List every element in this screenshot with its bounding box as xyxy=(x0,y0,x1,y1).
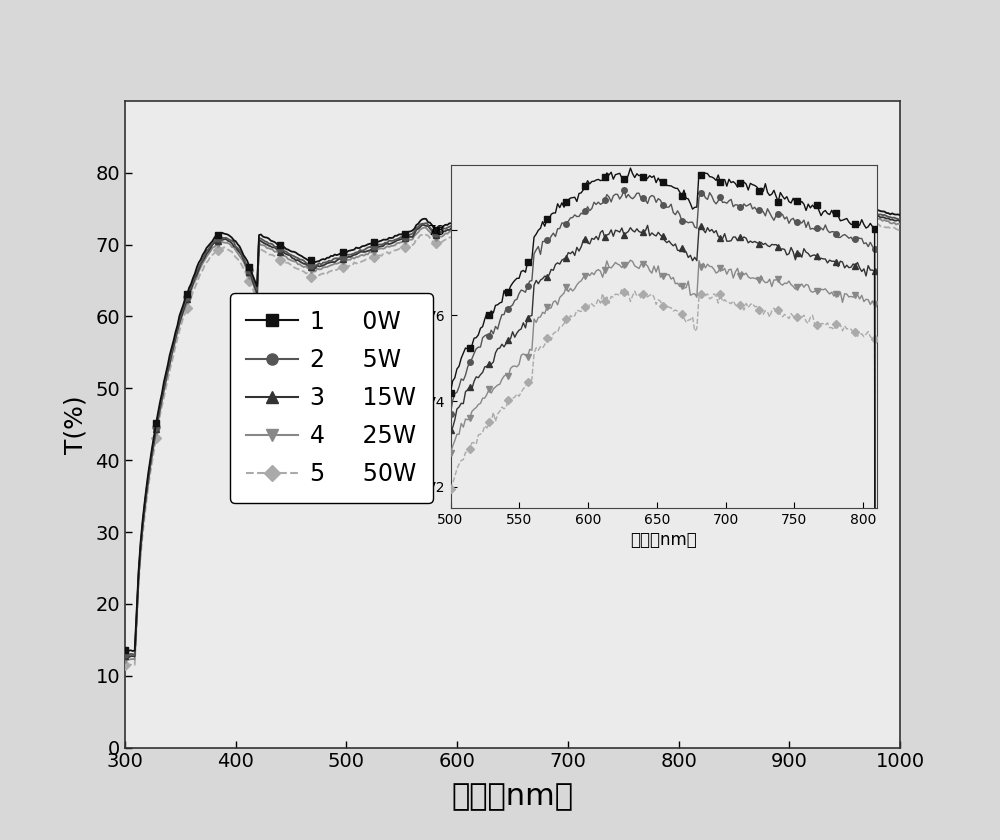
Legend: 1     0W, 2     5W, 3     15W, 4     25W, 5     50W: 1 0W, 2 5W, 3 15W, 4 25W, 5 50W xyxy=(230,293,433,503)
Y-axis label: T(%): T(%) xyxy=(63,395,87,454)
X-axis label: 波长（nm）: 波长（nm） xyxy=(452,783,574,811)
